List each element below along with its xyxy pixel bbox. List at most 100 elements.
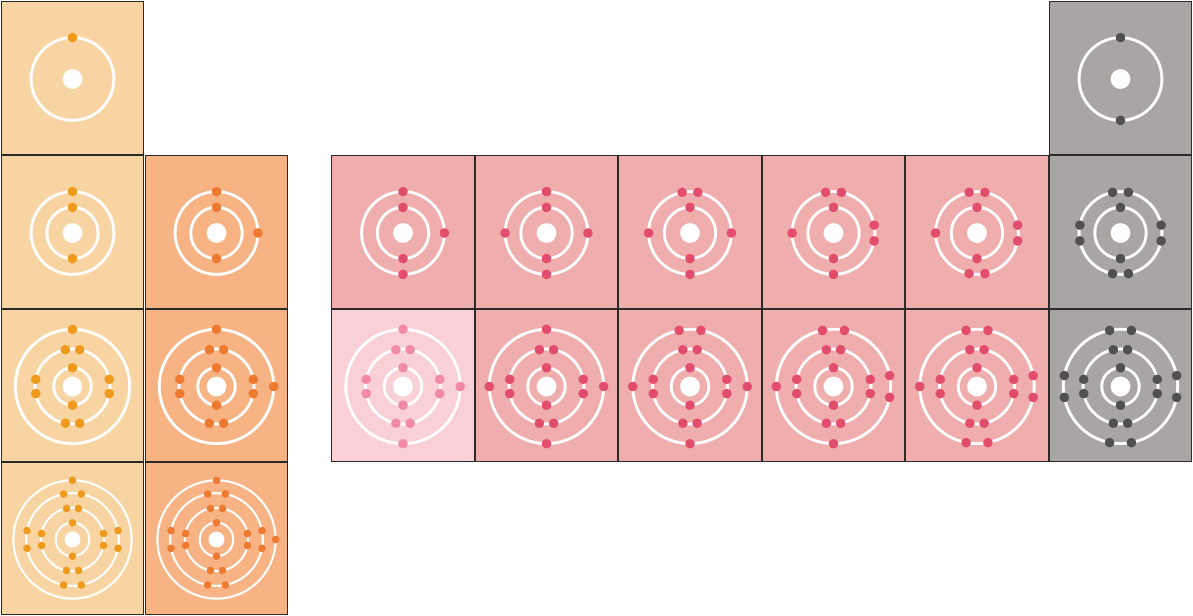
electron (74, 566, 83, 575)
cell-p-atom (628, 325, 752, 449)
cell-h (1, 1, 144, 155)
electron (1012, 220, 1023, 230)
electron (218, 344, 229, 355)
electron (500, 228, 510, 238)
electron (504, 388, 515, 399)
cell-li (1, 155, 144, 309)
nucleus (823, 223, 844, 243)
electron (541, 438, 552, 449)
electron (685, 253, 695, 264)
electron (972, 363, 982, 373)
electron (964, 187, 974, 198)
electron (865, 374, 876, 385)
cell-k-atom (12, 476, 133, 600)
electron (541, 269, 552, 280)
electron (835, 418, 846, 428)
electron (548, 344, 559, 355)
electron (685, 438, 695, 449)
cell-o-atom (787, 187, 879, 280)
cell-ca (145, 462, 288, 615)
electron (181, 529, 190, 538)
nucleus (1110, 223, 1131, 243)
electron-shell (25, 492, 120, 587)
electron (583, 228, 593, 238)
electron (253, 228, 263, 238)
cell-s-atom (771, 325, 895, 449)
cell-c (475, 155, 618, 309)
nucleus (206, 376, 227, 397)
cell-ar-atom (1059, 325, 1182, 448)
electron (77, 490, 86, 498)
electron (742, 381, 752, 392)
electron (685, 269, 695, 280)
electron (60, 418, 71, 428)
electron (828, 438, 839, 449)
electron (648, 374, 658, 385)
electron (1123, 268, 1134, 279)
electron (648, 388, 658, 399)
electron (243, 541, 252, 550)
electron (534, 344, 545, 355)
cell-h-atom (29, 32, 116, 122)
nucleus (62, 69, 83, 89)
electron (99, 541, 108, 550)
electron (181, 541, 190, 550)
electron (484, 381, 495, 392)
electron (1104, 325, 1115, 336)
cell-he (1049, 1, 1192, 155)
electron (268, 381, 279, 392)
electron (696, 325, 706, 336)
electron (435, 374, 445, 385)
cell-c-atom (500, 186, 593, 280)
cell-be-atom (173, 186, 263, 276)
electron (1115, 32, 1126, 43)
electron (211, 324, 222, 335)
electron (398, 400, 408, 410)
electron (212, 518, 221, 527)
electron (74, 344, 85, 355)
electron (1009, 374, 1019, 385)
electron (979, 344, 989, 355)
electron (1108, 418, 1119, 428)
electron (67, 32, 78, 43)
cell-b-atom (360, 186, 450, 280)
electron (1078, 388, 1089, 399)
electron (1075, 236, 1085, 246)
electron (817, 325, 828, 336)
electron (1123, 187, 1134, 198)
electron (67, 202, 78, 213)
electron (964, 268, 974, 279)
cell-he-atom (1077, 32, 1164, 126)
cell-mg (145, 309, 288, 462)
electron (1108, 344, 1119, 355)
electron (398, 269, 408, 280)
electron (391, 344, 401, 355)
electron (68, 552, 77, 560)
electron (174, 374, 185, 385)
cell-p (618, 309, 762, 462)
electron (1115, 400, 1126, 410)
electron (37, 529, 46, 538)
electron (685, 400, 695, 410)
electron (398, 363, 408, 373)
electron-shell (33, 347, 112, 426)
electron (104, 388, 115, 399)
electron-shell (364, 347, 442, 426)
nucleus (208, 531, 225, 548)
electron (980, 187, 990, 198)
electron (643, 228, 654, 238)
electron (243, 529, 252, 538)
electron (1059, 392, 1070, 403)
electron (1115, 253, 1126, 264)
electron (828, 269, 839, 280)
electron (62, 566, 71, 575)
electron (541, 186, 552, 197)
electron (915, 381, 925, 392)
electron (983, 437, 993, 448)
nucleus (1110, 69, 1131, 89)
electron (965, 418, 975, 429)
electron (1115, 202, 1126, 213)
electron (1115, 363, 1126, 373)
electron (212, 476, 221, 485)
electron (965, 344, 975, 355)
